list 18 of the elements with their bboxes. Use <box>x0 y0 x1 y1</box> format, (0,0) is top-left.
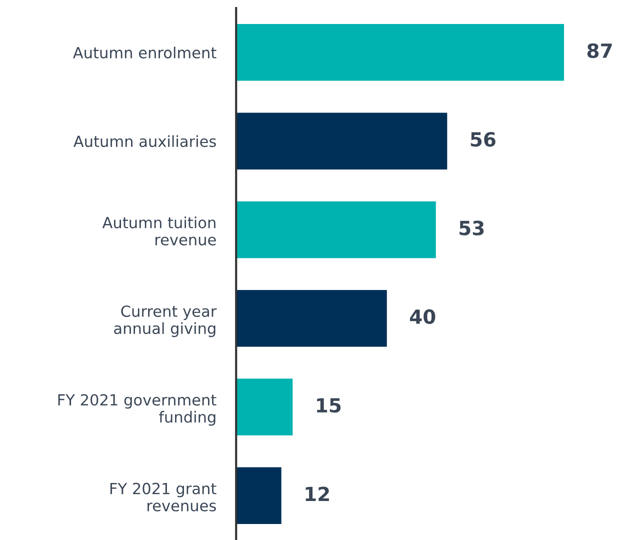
y-tick-label: FY 2021 government funding <box>58 394 216 426</box>
bar <box>236 24 564 81</box>
y-tick-label: Current year annual giving <box>114 305 217 338</box>
data-label: 53 <box>460 220 484 236</box>
bar <box>236 201 436 258</box>
y-tick-label: Autumn enrolment <box>73 46 216 58</box>
bar <box>236 467 282 524</box>
y-tick-label: Autumn auxiliaries <box>74 135 216 148</box>
bar <box>236 290 387 347</box>
y-tick-label: Autumn tuition revenue <box>102 216 216 246</box>
data-label: 12 <box>306 486 329 502</box>
data-label: 40 <box>410 309 436 324</box>
bar <box>236 112 448 170</box>
data-label: 15 <box>317 398 341 413</box>
y-tick-label: FY 2021 grant revenues <box>110 482 216 512</box>
bar <box>236 378 293 436</box>
data-label: 87 <box>587 43 612 58</box>
data-label: 56 <box>470 132 496 147</box>
